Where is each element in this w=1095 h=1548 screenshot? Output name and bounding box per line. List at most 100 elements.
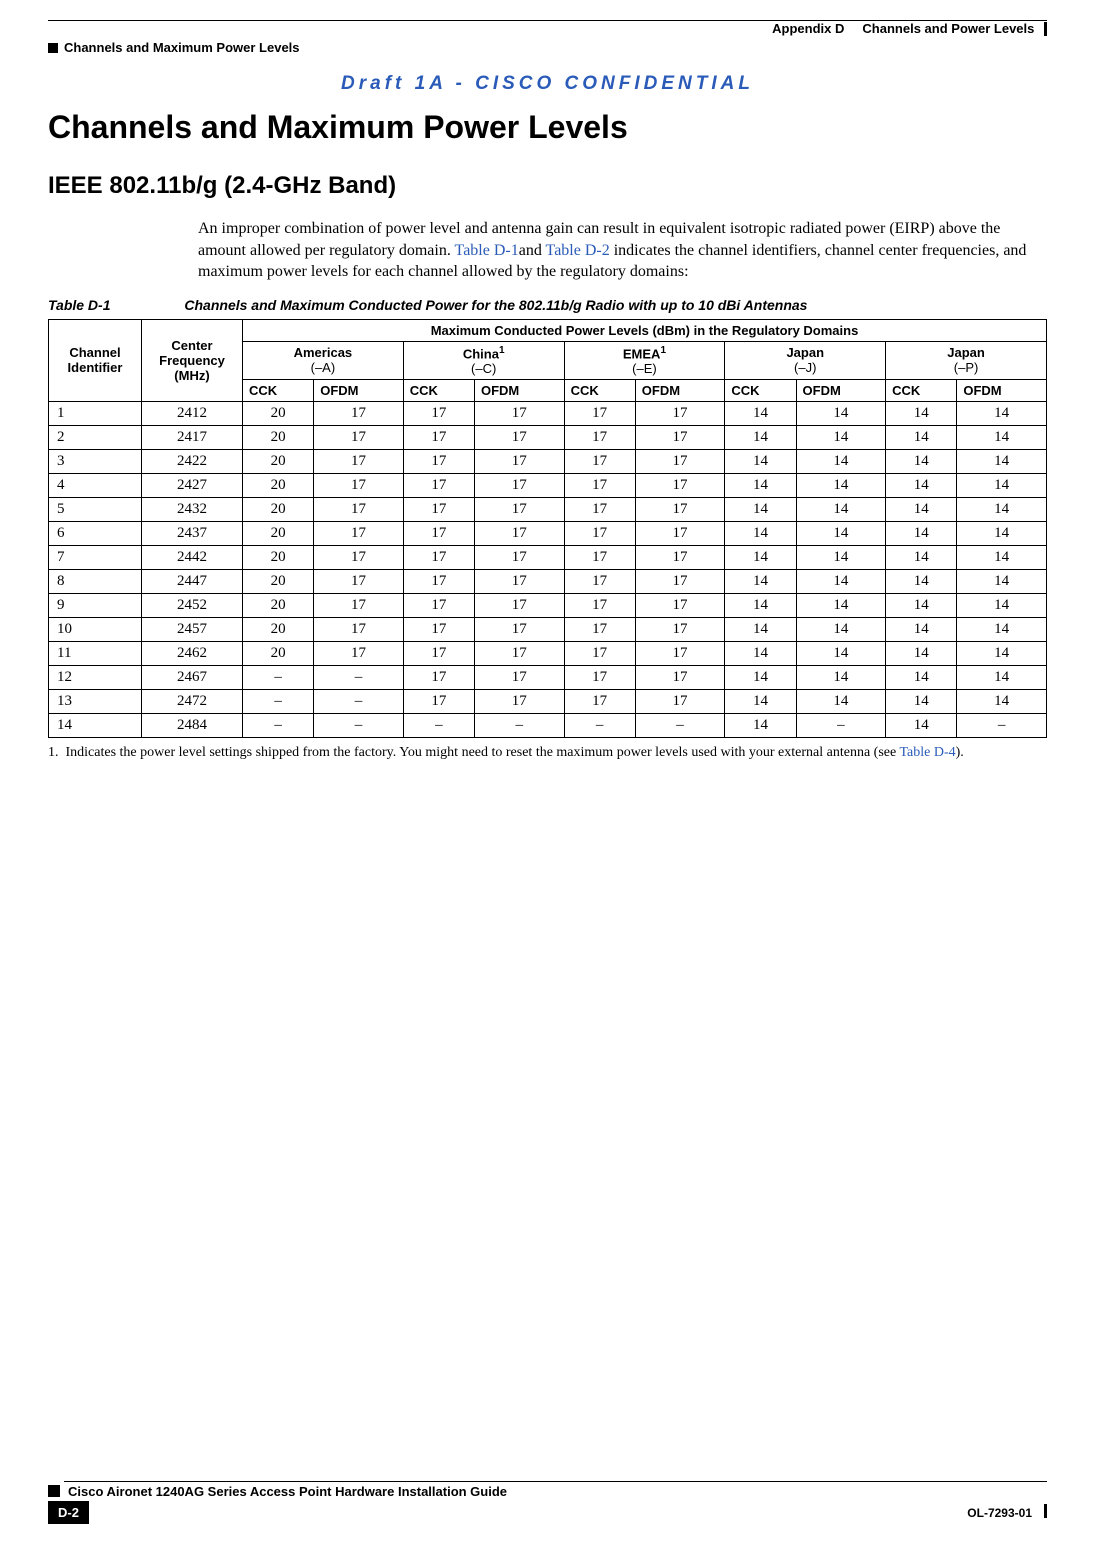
table-cell: 11 [49, 642, 142, 666]
table-cell: 14 [886, 570, 957, 594]
table-cell: 14 [886, 450, 957, 474]
table-cell: 17 [474, 450, 564, 474]
table-cell: – [243, 714, 314, 738]
header-tick-icon [1044, 22, 1047, 36]
table-cell: 17 [314, 594, 404, 618]
table-cell: 14 [725, 690, 796, 714]
table-cell: 2467 [142, 666, 243, 690]
footnote-text-pre: Indicates the power level settings shipp… [66, 745, 900, 760]
table-cell: 14 [886, 666, 957, 690]
table-cell: 14 [725, 450, 796, 474]
table-cell: 14 [725, 594, 796, 618]
table-cell: 2462 [142, 642, 243, 666]
footnote-text-post: ). [956, 745, 964, 760]
subcol-header: CCK [886, 380, 957, 402]
table-cell: 17 [635, 402, 725, 426]
table-cell: 17 [564, 642, 635, 666]
region-header: Japan(–J) [725, 341, 886, 379]
table-cell: 17 [403, 402, 474, 426]
table-cell: 17 [564, 450, 635, 474]
page-footer: Cisco Aironet 1240AG Series Access Point… [48, 1481, 1047, 1524]
table-cell: – [635, 714, 725, 738]
appendix-title: Channels and Power Levels [862, 21, 1034, 36]
table-cell: 14 [796, 546, 886, 570]
table-cell: 17 [564, 690, 635, 714]
table-cell: 17 [564, 594, 635, 618]
table-caption: Table D-1 Channels and Maximum Conducted… [48, 297, 1047, 313]
link-table-d1[interactable]: Table D-1 [455, 242, 519, 259]
link-table-d2[interactable]: Table D-2 [546, 242, 610, 259]
table-cell: 17 [474, 522, 564, 546]
page-header: Appendix D Channels and Power Levels [48, 21, 1047, 38]
subsection-heading: IEEE 802.11b/g (2.4-GHz Band) [48, 172, 1047, 200]
table-cell: 17 [403, 498, 474, 522]
table-cell: – [314, 690, 404, 714]
table-cell: 17 [635, 474, 725, 498]
intro-text-mid: and [519, 242, 546, 259]
col-channel-id: Channel Identifier [49, 319, 142, 401]
table-cell: – [564, 714, 635, 738]
table-cell: 2427 [142, 474, 243, 498]
table-cell: 14 [725, 546, 796, 570]
table-cell: 2457 [142, 618, 243, 642]
table-cell: 17 [474, 474, 564, 498]
table-cell: 14 [886, 714, 957, 738]
table-cell: 14 [957, 594, 1047, 618]
table-cell: 14 [725, 642, 796, 666]
footer-tick-icon [1044, 1504, 1047, 1518]
table-cell: 17 [564, 402, 635, 426]
page-title: Channels and Maximum Power Levels [48, 109, 1047, 146]
table-cell: 17 [314, 402, 404, 426]
table-cell: 14 [49, 714, 142, 738]
table-cell: 14 [796, 594, 886, 618]
table-cell: 14 [796, 690, 886, 714]
table-cell: 17 [314, 450, 404, 474]
table-cell: 1 [49, 402, 142, 426]
table-cell: 17 [403, 618, 474, 642]
table-cell: 17 [635, 666, 725, 690]
table-row: 122467––1717171714141414 [49, 666, 1047, 690]
table-cell: 17 [474, 498, 564, 522]
table-cell: 17 [474, 618, 564, 642]
table-cell: – [474, 714, 564, 738]
table-cell: 2452 [142, 594, 243, 618]
table-row: 4242720171717171714141414 [49, 474, 1047, 498]
table-cell: 20 [243, 546, 314, 570]
table-cell: 14 [957, 642, 1047, 666]
table-cell: 17 [635, 546, 725, 570]
table-cell: 17 [474, 642, 564, 666]
table-cell: 14 [886, 498, 957, 522]
table-cell: 17 [314, 546, 404, 570]
link-table-d4[interactable]: Table D-4 [899, 745, 955, 760]
table-cell: 17 [474, 546, 564, 570]
subcol-header: OFDM [796, 380, 886, 402]
table-row: 6243720171717171714141414 [49, 522, 1047, 546]
page-number-box: D-2 [48, 1501, 89, 1524]
table-cell: 8 [49, 570, 142, 594]
table-cell: 3 [49, 450, 142, 474]
table-cell: 20 [243, 642, 314, 666]
region-header: China1(–C) [403, 341, 564, 379]
subcol-header: OFDM [635, 380, 725, 402]
table-cell: 14 [886, 402, 957, 426]
table-cell: 14 [725, 522, 796, 546]
table-cell: 14 [957, 450, 1047, 474]
table-cell: 17 [635, 594, 725, 618]
page-number: D-2 [48, 1501, 89, 1524]
table-cell: 2484 [142, 714, 243, 738]
table-cell: 12 [49, 666, 142, 690]
table-cell: 17 [564, 474, 635, 498]
table-cell: 20 [243, 426, 314, 450]
table-cell: 17 [564, 546, 635, 570]
table-row: 2241720171717171714141414 [49, 426, 1047, 450]
table-cell: 14 [886, 474, 957, 498]
table-cell: – [957, 714, 1047, 738]
table-cell: – [314, 666, 404, 690]
table-cell: 20 [243, 402, 314, 426]
table-cell: 17 [403, 546, 474, 570]
table-cell: 14 [725, 402, 796, 426]
table-cell: 14 [886, 426, 957, 450]
table-cell: 2432 [142, 498, 243, 522]
table-row: 132472––1717171714141414 [49, 690, 1047, 714]
table-cell: 14 [796, 522, 886, 546]
